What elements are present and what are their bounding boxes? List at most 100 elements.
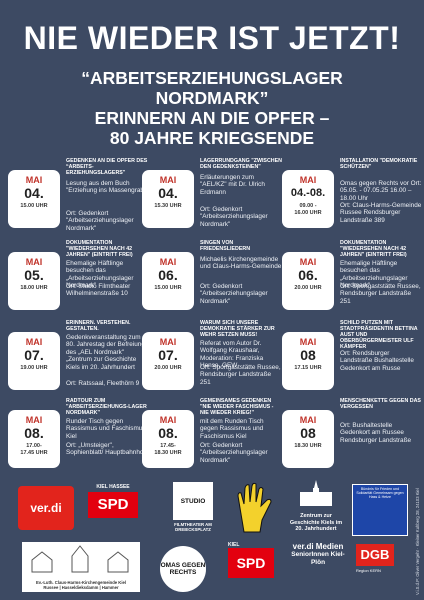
event-description: mit dem Runden Tisch gegen Rassismus und… bbox=[200, 418, 264, 440]
event-month: MAI bbox=[299, 337, 317, 347]
event-month: MAI bbox=[159, 415, 177, 425]
date-badge: MAI 04.-08. 09.00 - 16.00 UHR bbox=[282, 170, 334, 228]
event-card: MAI 07. 19.00 UHR ERINNERN. VERSTEHEN. G… bbox=[8, 320, 146, 408]
event-time-end: 18.30 UHR bbox=[154, 450, 182, 456]
event-time-end: 16.00 UHR bbox=[294, 210, 322, 216]
event-day: 07. bbox=[24, 347, 44, 363]
event-place: Ort: „Umsteiger", Sophienblatt/ Hauptbah… bbox=[66, 442, 146, 457]
spd-wordmark: SPD bbox=[88, 492, 138, 518]
event-day: 08. bbox=[24, 425, 44, 441]
studio-filmtheater-logo: STUDIO FILMTHEATER AM DREIECKSPLATZ bbox=[166, 482, 220, 534]
date-badge: MAI 08 17.15 UHR bbox=[282, 332, 334, 390]
event-description: Omas gegen Rechts vor Ort: 05.05. - 07.0… bbox=[340, 180, 422, 202]
event-card: MAI 04. 15.00 UHR GEDENKEN AN DIE OPFER … bbox=[8, 158, 147, 246]
event-place: Ort: Sportgaststätte Russee, Rendsburger… bbox=[340, 283, 421, 305]
event-time: 15.30 UHR bbox=[154, 203, 182, 209]
event-description: Runder Tisch gegen Rassismus und Faschis… bbox=[66, 418, 146, 440]
building-icon bbox=[300, 480, 332, 506]
event-time: 19.00 UHR bbox=[20, 365, 48, 371]
kirche-districts: Russee | Hasseldieksdamm | Hammer bbox=[43, 585, 119, 590]
event-time: 15.00 UHR bbox=[20, 203, 48, 209]
event-day: 04. bbox=[24, 185, 44, 201]
event-place: Ort: Sportgaststätte Russee, Rendsburger… bbox=[200, 364, 281, 386]
event-day: 04.-08. bbox=[290, 187, 326, 199]
event-card: MAI 08 17.15 UHR SCHILD PUTZEN MIT STADT… bbox=[282, 320, 420, 408]
event-place: Ort: Studio Filmtheater Wilhelminenstraß… bbox=[66, 283, 131, 298]
spd-kiel-hassee-logo: KIEL HASSEE SPD bbox=[88, 484, 138, 532]
event-month: MAI bbox=[299, 175, 317, 185]
page-title: NIE WIEDER IST JETZT! bbox=[23, 20, 401, 56]
event-place: Ort: Bushaltestelle Gedenkort am Russee … bbox=[340, 422, 412, 444]
date-badge: MAI 08. 17.00- 17.45 UHR bbox=[8, 410, 60, 468]
zentrum-geschichte-logo: Zentrum zur Geschichte Kiels im 20. Jahr… bbox=[288, 480, 344, 540]
spd-kiel-logo: KIEL SPD bbox=[228, 542, 274, 592]
event-time: 15.00 UHR bbox=[154, 285, 182, 291]
event-time: 20.00 UHR bbox=[294, 285, 322, 291]
event-description: Erläuterungen zum "AEL/KZ" mit Dr. Ulric… bbox=[200, 174, 265, 196]
event-month: MAI bbox=[25, 337, 43, 347]
omas-gegen-rechts-logo: OMAS GEGEN RECHTS bbox=[160, 546, 206, 592]
event-title: INSTALLATION "DEMOKRATIE SCHÜTZEN" bbox=[340, 158, 418, 170]
date-badge: MAI 06. 15.00 UHR bbox=[142, 252, 194, 310]
event-time: 18.00 UHR bbox=[20, 285, 48, 291]
kirche-caption: Ev.-Luth. Claus-Harms-Kirchengemeinde Ki… bbox=[24, 580, 138, 590]
subtitle-line: ERINNERN AN DIE OPFER – bbox=[94, 108, 330, 128]
event-title: DOKUMENTATION "WIEDERSEHEN NACH 42 JAHRE… bbox=[340, 240, 407, 258]
buendnis-caption: Bündnis für Frieden und Solidarität Geme… bbox=[356, 487, 404, 500]
event-title: RADTOUR ZUM "ARBEITSERZIEHUNGS-LAGER NOR… bbox=[66, 398, 147, 416]
dgb-caption: Region KERN bbox=[356, 568, 381, 573]
event-day: 08. bbox=[158, 425, 178, 441]
event-place: Ort: Ratssaal, Fleethörn 9 bbox=[66, 380, 140, 387]
runder-tisch-hand-logo bbox=[230, 482, 278, 534]
subtitle-line: 80 JAHRE KRIEGSENDE bbox=[109, 128, 315, 148]
event-month: MAI bbox=[25, 415, 43, 425]
event-day: 08 bbox=[300, 347, 316, 363]
event-time-end: 17.45 UHR bbox=[20, 450, 48, 456]
date-badge: MAI 08. 17.45- 18.30 UHR bbox=[142, 410, 194, 468]
event-title: WARUM SICH UNSERE DEMOKRATIE STÄRKER ZUR… bbox=[200, 320, 275, 338]
event-card: MAI 06. 20.00 UHR DOKUMENTATION "WIEDERS… bbox=[282, 240, 421, 328]
kirche-name: Ev.-Luth. Claus-Harms-Kirchengemeinde Ki… bbox=[36, 580, 126, 585]
event-month: MAI bbox=[299, 257, 317, 267]
event-day: 05. bbox=[24, 267, 44, 283]
spd-kiel-caption: KIEL HASSEE bbox=[96, 484, 130, 490]
event-description: Ehemalige Häftlinge besuchen das „Arbeit… bbox=[340, 260, 408, 290]
event-card: MAI 04.-08. 09.00 - 16.00 UHR INSTALLATI… bbox=[282, 158, 422, 246]
event-day: 06. bbox=[298, 267, 318, 283]
spd2-wordmark: SPD bbox=[228, 548, 274, 578]
event-time: 18.30 UHR bbox=[294, 443, 322, 449]
date-badge: MAI 04. 15.30 UHR bbox=[142, 170, 194, 228]
event-place: Ort: Gedenkort "Arbeitserziehungslager N… bbox=[66, 210, 134, 232]
event-card: MAI 04. 15.30 UHR LAGERRUNDGANG "ZWISCHE… bbox=[142, 158, 282, 246]
event-month: MAI bbox=[25, 257, 43, 267]
event-month: MAI bbox=[159, 175, 177, 185]
event-month: MAI bbox=[25, 175, 43, 185]
event-description: Michaelis Kirchengemeinde und Claus-Harm… bbox=[200, 256, 282, 271]
subtitle-line: “ARBEITSERZIEHUNGSLAGER bbox=[81, 68, 343, 88]
claus-harms-kirche-logo: Ev.-Luth. Claus-Harms-Kirchengemeinde Ki… bbox=[22, 542, 140, 592]
event-day: 04. bbox=[158, 185, 178, 201]
verdi-logo: ver.di bbox=[18, 486, 74, 530]
event-place: Ort: Claus-Harms-Gemeinde Russee Rendsbu… bbox=[340, 202, 422, 224]
event-title: ERINNERN. VERSTEHEN. GESTALTEN. bbox=[66, 320, 131, 332]
event-card: MAI 05. 18.00 UHR DOKUMENTATION "WIEDERS… bbox=[8, 240, 146, 328]
verdi-medien-title: ver.di Medien bbox=[292, 542, 344, 551]
event-place: Ort: Gedenkort "Arbeitserziehungslager N… bbox=[200, 283, 268, 305]
hand-icon bbox=[237, 482, 272, 533]
event-month: MAI bbox=[159, 337, 177, 347]
event-time: 17.00- bbox=[26, 443, 42, 449]
verdi-medien-logo: ver.di Medien SeniorInnen Kiel-Plön bbox=[288, 542, 348, 592]
event-card: MAI 06. 15.00 UHR SINGEN VON FRIEDENSLIE… bbox=[142, 240, 282, 328]
event-place: Ort: Gedenkort "Arbeitserziehungslager N… bbox=[200, 442, 268, 464]
event-card: MAI 07. 20.00 UHR WARUM SICH UNSERE DEMO… bbox=[142, 320, 281, 408]
subtitle: “ARBEITSERZIEHUNGSLAGER NORDMARK” ERINNE… bbox=[0, 68, 424, 148]
church-icon bbox=[31, 545, 129, 573]
event-title: GEMEINSAMES GEDENKEN "NIE WIEDER FASCHIS… bbox=[200, 398, 274, 416]
date-badge: MAI 04. 15.00 UHR bbox=[8, 170, 60, 228]
event-card: MAI 08. 17.00- 17.45 UHR RADTOUR ZUM "AR… bbox=[8, 398, 147, 486]
dgb-logo: DGB Region KERN bbox=[356, 544, 404, 590]
sponsor-logos: ver.di KIEL HASSEE SPD STUDIO FILMTHEATE… bbox=[0, 478, 424, 600]
event-month: MAI bbox=[159, 257, 177, 267]
event-title: MENSCHENKETTE GEGEN DAS VERGESSEN bbox=[340, 398, 421, 410]
subtitle-line: NORDMARK” bbox=[155, 88, 269, 108]
